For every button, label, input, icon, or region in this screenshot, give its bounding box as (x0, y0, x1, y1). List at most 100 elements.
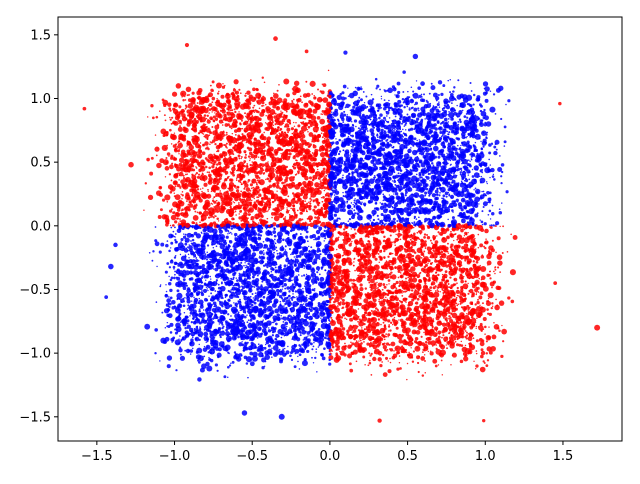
scatter-point (208, 295, 210, 297)
scatter-point (248, 96, 251, 99)
scatter-point (349, 155, 352, 157)
scatter-point (447, 283, 450, 286)
scatter-point (342, 191, 344, 194)
scatter-point (442, 197, 445, 200)
scatter-point (457, 120, 460, 123)
scatter-point (352, 130, 355, 132)
scatter-point (244, 266, 247, 269)
scatter-point (288, 152, 292, 156)
scatter-point (240, 219, 243, 222)
scatter-point (357, 320, 359, 323)
scatter-point (229, 155, 232, 159)
scatter-point (413, 221, 416, 224)
scatter-point (266, 210, 268, 213)
scatter-point (410, 266, 416, 272)
scatter-point (331, 318, 334, 321)
scatter-point (246, 133, 249, 136)
scatter-point (408, 313, 414, 320)
scatter-point (310, 260, 313, 263)
scatter-point (270, 119, 274, 122)
scatter-point (460, 170, 463, 172)
scatter-point (184, 42, 190, 48)
scatter-point (355, 183, 358, 186)
scatter-point (207, 173, 212, 178)
scatter-point (188, 93, 190, 96)
scatter-point (240, 119, 243, 122)
scatter-point (393, 139, 396, 142)
scatter-point (475, 135, 477, 138)
scatter-point (306, 349, 310, 354)
scatter-point (330, 329, 333, 332)
scatter-point (499, 271, 502, 274)
scatter-point (442, 190, 445, 193)
scatter-point (297, 124, 301, 128)
scatter-point (178, 179, 180, 181)
scatter-point (304, 49, 309, 54)
scatter-point (376, 281, 378, 284)
scatter-point (241, 133, 244, 136)
scatter-point (308, 245, 310, 248)
scatter-point (346, 200, 349, 203)
scatter-point (201, 264, 205, 268)
scatter-point (475, 260, 479, 264)
scatter-point (494, 272, 496, 275)
scatter-point (380, 310, 383, 313)
scatter-point (412, 141, 414, 143)
scatter-point (247, 376, 249, 379)
scatter-point (465, 136, 467, 139)
scatter-point (489, 224, 491, 227)
scatter-point (381, 164, 384, 166)
scatter-point (208, 171, 211, 174)
scatter-point (297, 355, 299, 358)
scatter-point (271, 165, 273, 168)
scatter-point (420, 262, 423, 266)
scatter-point (392, 145, 395, 148)
scatter-point (157, 215, 162, 219)
scatter-point (216, 282, 218, 285)
scatter-point (253, 137, 257, 140)
scatter-point (405, 146, 408, 149)
scatter-point (436, 281, 438, 283)
scatter-point (494, 113, 497, 115)
scatter-point (173, 192, 176, 194)
scatter-point (312, 345, 315, 348)
scatter-point (249, 351, 254, 356)
scatter-point (478, 277, 481, 280)
scatter-point (290, 253, 292, 256)
scatter-point (319, 151, 326, 158)
scatter-point (486, 308, 489, 311)
scatter-point (464, 330, 467, 332)
scatter-point (448, 286, 451, 289)
scatter-point (418, 109, 420, 112)
scatter-point (275, 278, 277, 281)
scatter-point (381, 288, 384, 291)
scatter-point (220, 94, 225, 99)
scatter-point (206, 171, 209, 173)
scatter-point (423, 331, 425, 334)
scatter-point (387, 109, 391, 112)
scatter-point (464, 335, 467, 339)
scatter-point (237, 311, 240, 314)
scatter-point (295, 122, 297, 124)
scatter-point (236, 185, 240, 189)
scatter-point (212, 247, 215, 249)
scatter-point (285, 110, 288, 113)
scatter-point (374, 195, 380, 201)
scatter-point (202, 144, 205, 146)
scatter-point (165, 284, 167, 286)
scatter-point (424, 191, 428, 195)
scatter-point (186, 145, 188, 147)
scatter-point (484, 91, 488, 95)
scatter-point (378, 298, 380, 301)
scatter-point (195, 338, 197, 341)
scatter-point (395, 326, 399, 330)
scatter-point (271, 356, 273, 358)
scatter-point (414, 159, 418, 163)
scatter-point (249, 157, 251, 160)
scatter-point (434, 220, 439, 224)
scatter-point (458, 158, 461, 160)
scatter-point (393, 171, 396, 174)
scatter-point (416, 293, 419, 296)
scatter-point (379, 145, 383, 149)
scatter-point (385, 356, 389, 360)
